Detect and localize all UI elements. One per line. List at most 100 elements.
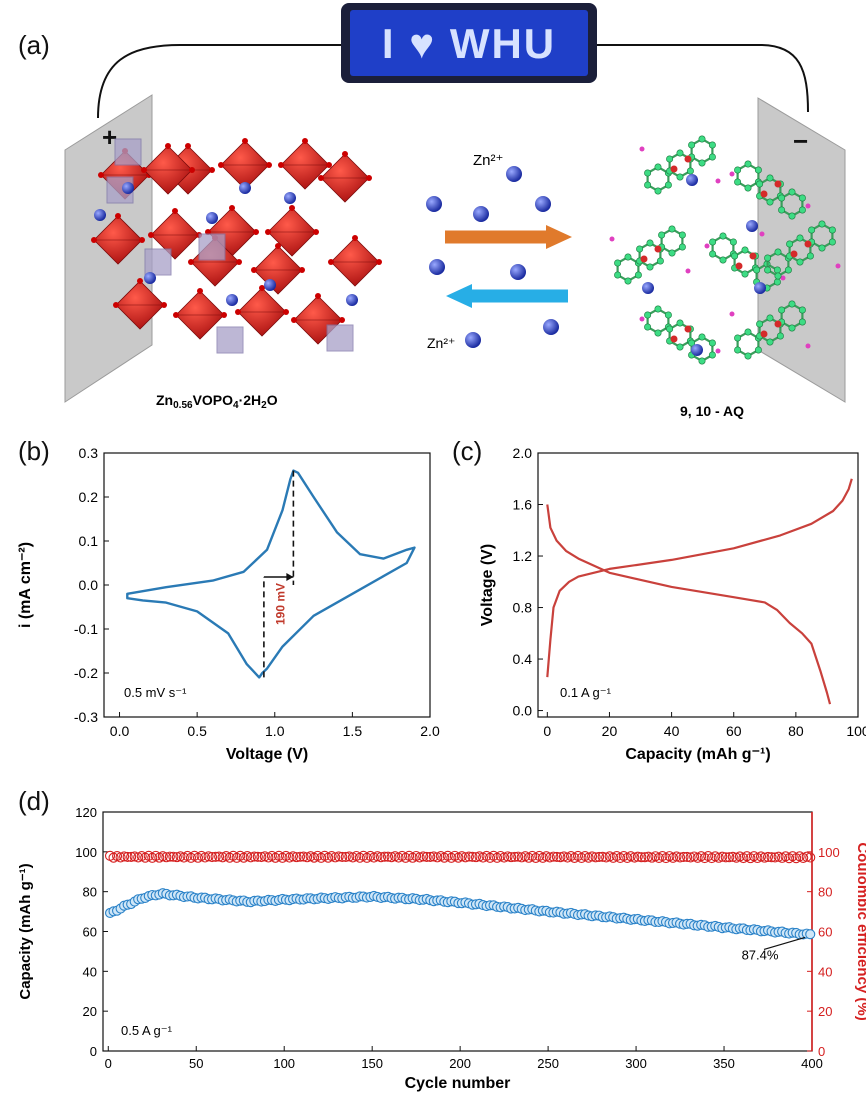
- carbon-atom: [708, 141, 716, 149]
- phosphate-tetrahedron: [198, 233, 226, 261]
- y-left-tick-label: 0: [90, 1044, 97, 1059]
- x-tick-label: 1.5: [343, 723, 363, 739]
- zn-ion: [226, 294, 238, 306]
- oxygen-atom: [315, 293, 321, 299]
- y-tick-label: -0.1: [74, 621, 98, 637]
- oxygen-atom: [654, 245, 662, 253]
- gcd-chart: 0 20 40 60 80 100 0.0 0.4 0.8 1.2 1.6 2.0 Capacity (…: [479, 445, 866, 763]
- oxygen-atom: [735, 262, 743, 270]
- ce-point: [425, 851, 436, 862]
- ce-point: [460, 852, 471, 863]
- oxygen-atom: [278, 162, 284, 168]
- carbon-atom: [664, 181, 672, 189]
- oxygen-atom: [302, 138, 308, 144]
- carbon-atom: [744, 184, 752, 192]
- oxygen-atom: [684, 325, 692, 333]
- ce-point: [597, 851, 608, 862]
- y-left-tick-label: 100: [75, 845, 97, 860]
- ce-point: [502, 851, 513, 862]
- ce-point: [119, 851, 130, 862]
- aromatic-ring: [690, 137, 714, 165]
- anode-molecules: [609, 135, 841, 365]
- oxygen-atom: [197, 288, 203, 294]
- oxygen-atom: [376, 259, 382, 265]
- carbon-atom: [766, 174, 774, 182]
- carbon-atom: [708, 351, 716, 359]
- y-tick-label: 0.0: [79, 577, 99, 593]
- y-axis-label: Voltage (V): [479, 544, 496, 626]
- carbon-atom: [654, 329, 662, 337]
- carbon-atom: [676, 343, 684, 351]
- carbon-atom: [614, 271, 622, 279]
- carbon-atom: [778, 306, 786, 314]
- carbon-atom: [741, 270, 749, 278]
- ce-point: [632, 851, 643, 862]
- wire-right: [596, 44, 809, 113]
- zn-ion: [284, 192, 296, 204]
- oxygen-atom: [185, 143, 191, 149]
- hydrogen-atom: [715, 348, 721, 354]
- carbon-atom: [709, 238, 717, 246]
- ce-point: [340, 851, 351, 863]
- hydrogen-atom: [835, 263, 841, 269]
- carbon-atom: [624, 253, 632, 261]
- x-tick-label: 20: [602, 723, 618, 739]
- y-tick-label: 0.3: [79, 445, 99, 461]
- ce-series: [104, 850, 816, 864]
- carbon-atom: [734, 166, 742, 174]
- hydrogen-atom: [685, 268, 691, 274]
- hydrogen-atom: [805, 343, 811, 349]
- oxygen-atom: [318, 175, 324, 181]
- y-right-tick-label: 100: [818, 845, 840, 860]
- oxygen-atom: [113, 302, 119, 308]
- ce-point: [126, 851, 137, 862]
- ce-point: [164, 851, 175, 862]
- carbon-atom: [636, 245, 644, 253]
- carbon-atom: [744, 352, 752, 360]
- oxygen-atom: [283, 309, 289, 315]
- y-left-tick-label: 20: [83, 1004, 97, 1019]
- carbon-atom: [644, 181, 652, 189]
- oxygen-atom: [342, 151, 348, 157]
- y-tick-label: 0.8: [513, 600, 533, 616]
- x-tick-label: 0.5: [187, 723, 207, 739]
- ce-point: [639, 852, 650, 863]
- ce-point: [675, 852, 686, 863]
- carbon-atom: [708, 339, 716, 347]
- ce-point: [298, 851, 309, 862]
- ce-point: [509, 851, 520, 862]
- ce-point: [717, 851, 728, 862]
- oxygen-atom: [251, 267, 257, 273]
- zn-ions: [426, 166, 559, 348]
- oxygen-atom: [91, 237, 97, 243]
- carbon-atom: [654, 305, 662, 313]
- oxygen-atom: [313, 229, 319, 235]
- carbon-atom: [774, 248, 782, 256]
- zn-label-top: Zn²⁺: [473, 152, 503, 169]
- carbon-atom: [788, 188, 796, 196]
- carbon-atom: [658, 231, 666, 239]
- carbon-atom: [698, 357, 706, 365]
- carbon-atom: [774, 272, 782, 280]
- x-tick-label: 100: [846, 723, 866, 739]
- ce-point: [382, 851, 394, 862]
- carbon-atom: [764, 254, 772, 262]
- oxygen-atom: [98, 172, 104, 178]
- aromatic-ring: [646, 165, 670, 193]
- ce-point: [544, 852, 555, 863]
- x-tick-label: 200: [449, 1056, 471, 1071]
- aromatic-ring: [736, 162, 760, 190]
- zn-ion: [122, 182, 134, 194]
- carbon-atom: [788, 324, 796, 332]
- ce-point: [203, 851, 214, 862]
- scan-rate-label: 0.5 mV s⁻¹: [124, 685, 187, 700]
- carbon-atom: [624, 277, 632, 285]
- carbon-atom: [686, 167, 694, 175]
- carbon-atom: [766, 198, 774, 206]
- rate-label: 0.1 A g⁻¹: [560, 685, 612, 700]
- y-right-tick-label: 40: [818, 964, 832, 979]
- carbon-atom: [766, 338, 774, 346]
- carbon-atom: [698, 135, 706, 143]
- ce-point: [333, 851, 344, 862]
- hydrogen-atom: [704, 243, 710, 249]
